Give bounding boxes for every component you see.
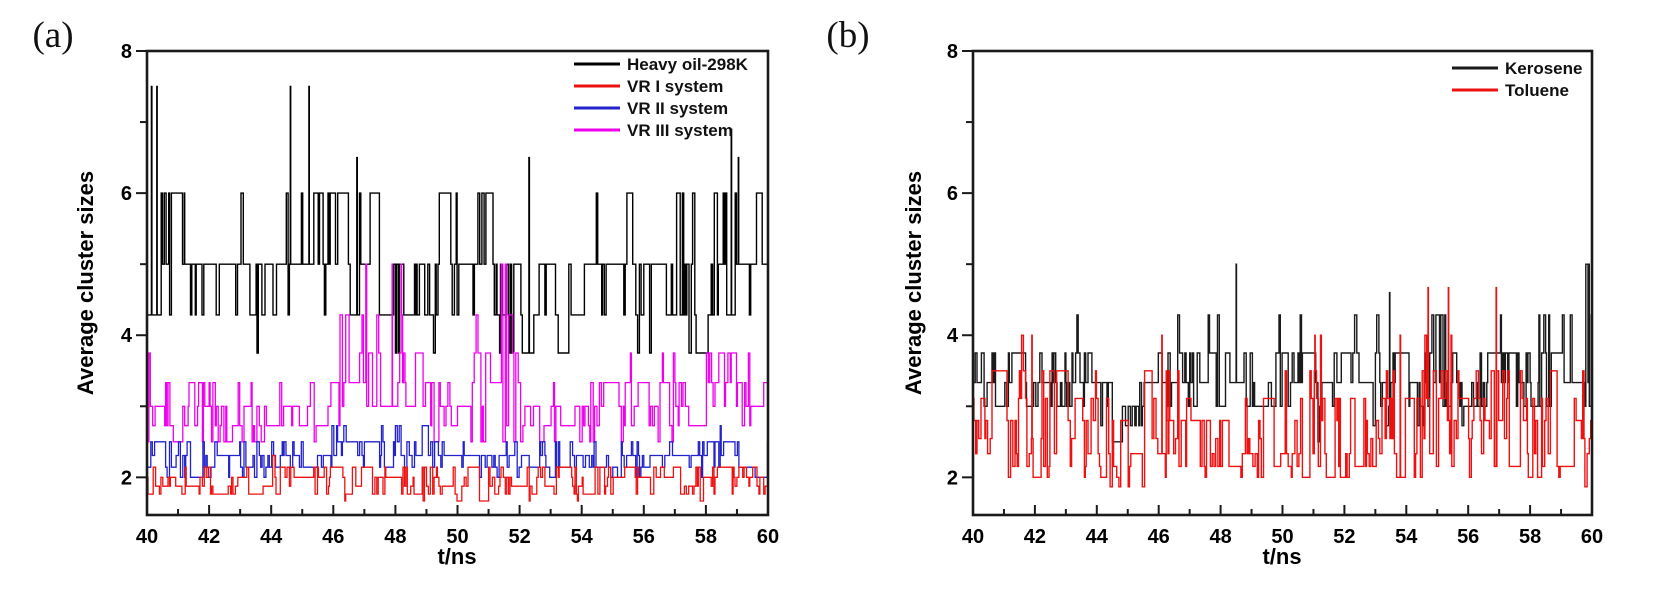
- x-tick-label: 44: [260, 526, 283, 548]
- panel-b-x-axis-title: t/ns: [1262, 544, 1301, 569]
- x-tick-label: 54: [571, 526, 594, 548]
- x-tick-label: 50: [1271, 526, 1293, 548]
- x-tick-label: 50: [446, 526, 468, 548]
- series-path-kerosene: [973, 263, 1592, 443]
- legend-label-vr-iii-system: VR III system: [627, 121, 733, 140]
- series-path-vr-i-system: [147, 454, 768, 502]
- x-tick-label: 58: [1519, 526, 1541, 548]
- y-tick-label: 2: [947, 467, 958, 489]
- plot-frame: [971, 49, 1594, 517]
- series-path-toluene: [973, 286, 1592, 488]
- panel-b-y-axis-title: Average cluster sizes: [901, 171, 926, 395]
- y-tick-label: 4: [121, 325, 133, 347]
- x-tick-label: 42: [1024, 526, 1046, 548]
- x-tick-label: 58: [695, 526, 717, 548]
- y-tick-label: 2: [121, 467, 132, 489]
- x-tick-label: 48: [1209, 526, 1231, 548]
- x-tick-label: 56: [633, 526, 655, 548]
- x-tick-label: 54: [1395, 526, 1418, 548]
- x-tick-label: 52: [508, 526, 530, 548]
- y-tick-label: 6: [121, 183, 132, 205]
- x-tick-label: 46: [322, 526, 344, 548]
- x-tick-label: 46: [1148, 526, 1170, 548]
- y-tick-label: 6: [947, 183, 958, 205]
- x-tick-label: 60: [757, 526, 779, 548]
- y-tick-label: 8: [947, 41, 958, 63]
- series-path-vr-iii-system: [147, 263, 768, 443]
- legend-label-heavy-oil-298k: Heavy oil-298K: [627, 55, 749, 74]
- legend-label-toluene: Toluene: [1505, 81, 1569, 100]
- x-tick-label: 44: [1086, 526, 1109, 548]
- series-path-vr-ii-system: [147, 425, 769, 478]
- legend-label-kerosene: Kerosene: [1505, 59, 1582, 78]
- series-path-heavy-oil-298k: [147, 85, 768, 354]
- plot-frame: [145, 49, 770, 517]
- x-tick-label: 48: [384, 526, 406, 548]
- legend-label-vr-ii-system: VR II system: [627, 99, 728, 118]
- panel-a-label: (a): [32, 15, 73, 56]
- legend-label-vr-i-system: VR I system: [627, 77, 723, 96]
- y-tick-label: 8: [121, 41, 132, 63]
- panel-a-y-axis-title: Average cluster sizes: [73, 171, 98, 395]
- panel-a-x-axis-title: t/ns: [437, 544, 476, 569]
- x-tick-label: 60: [1581, 526, 1603, 548]
- x-tick-label: 52: [1333, 526, 1355, 548]
- x-tick-label: 56: [1457, 526, 1479, 548]
- x-tick-label: 40: [962, 526, 984, 548]
- x-tick-label: 40: [136, 526, 158, 548]
- x-tick-label: 42: [198, 526, 220, 548]
- panel-b-label: (b): [826, 15, 869, 56]
- y-tick-label: 4: [947, 325, 959, 347]
